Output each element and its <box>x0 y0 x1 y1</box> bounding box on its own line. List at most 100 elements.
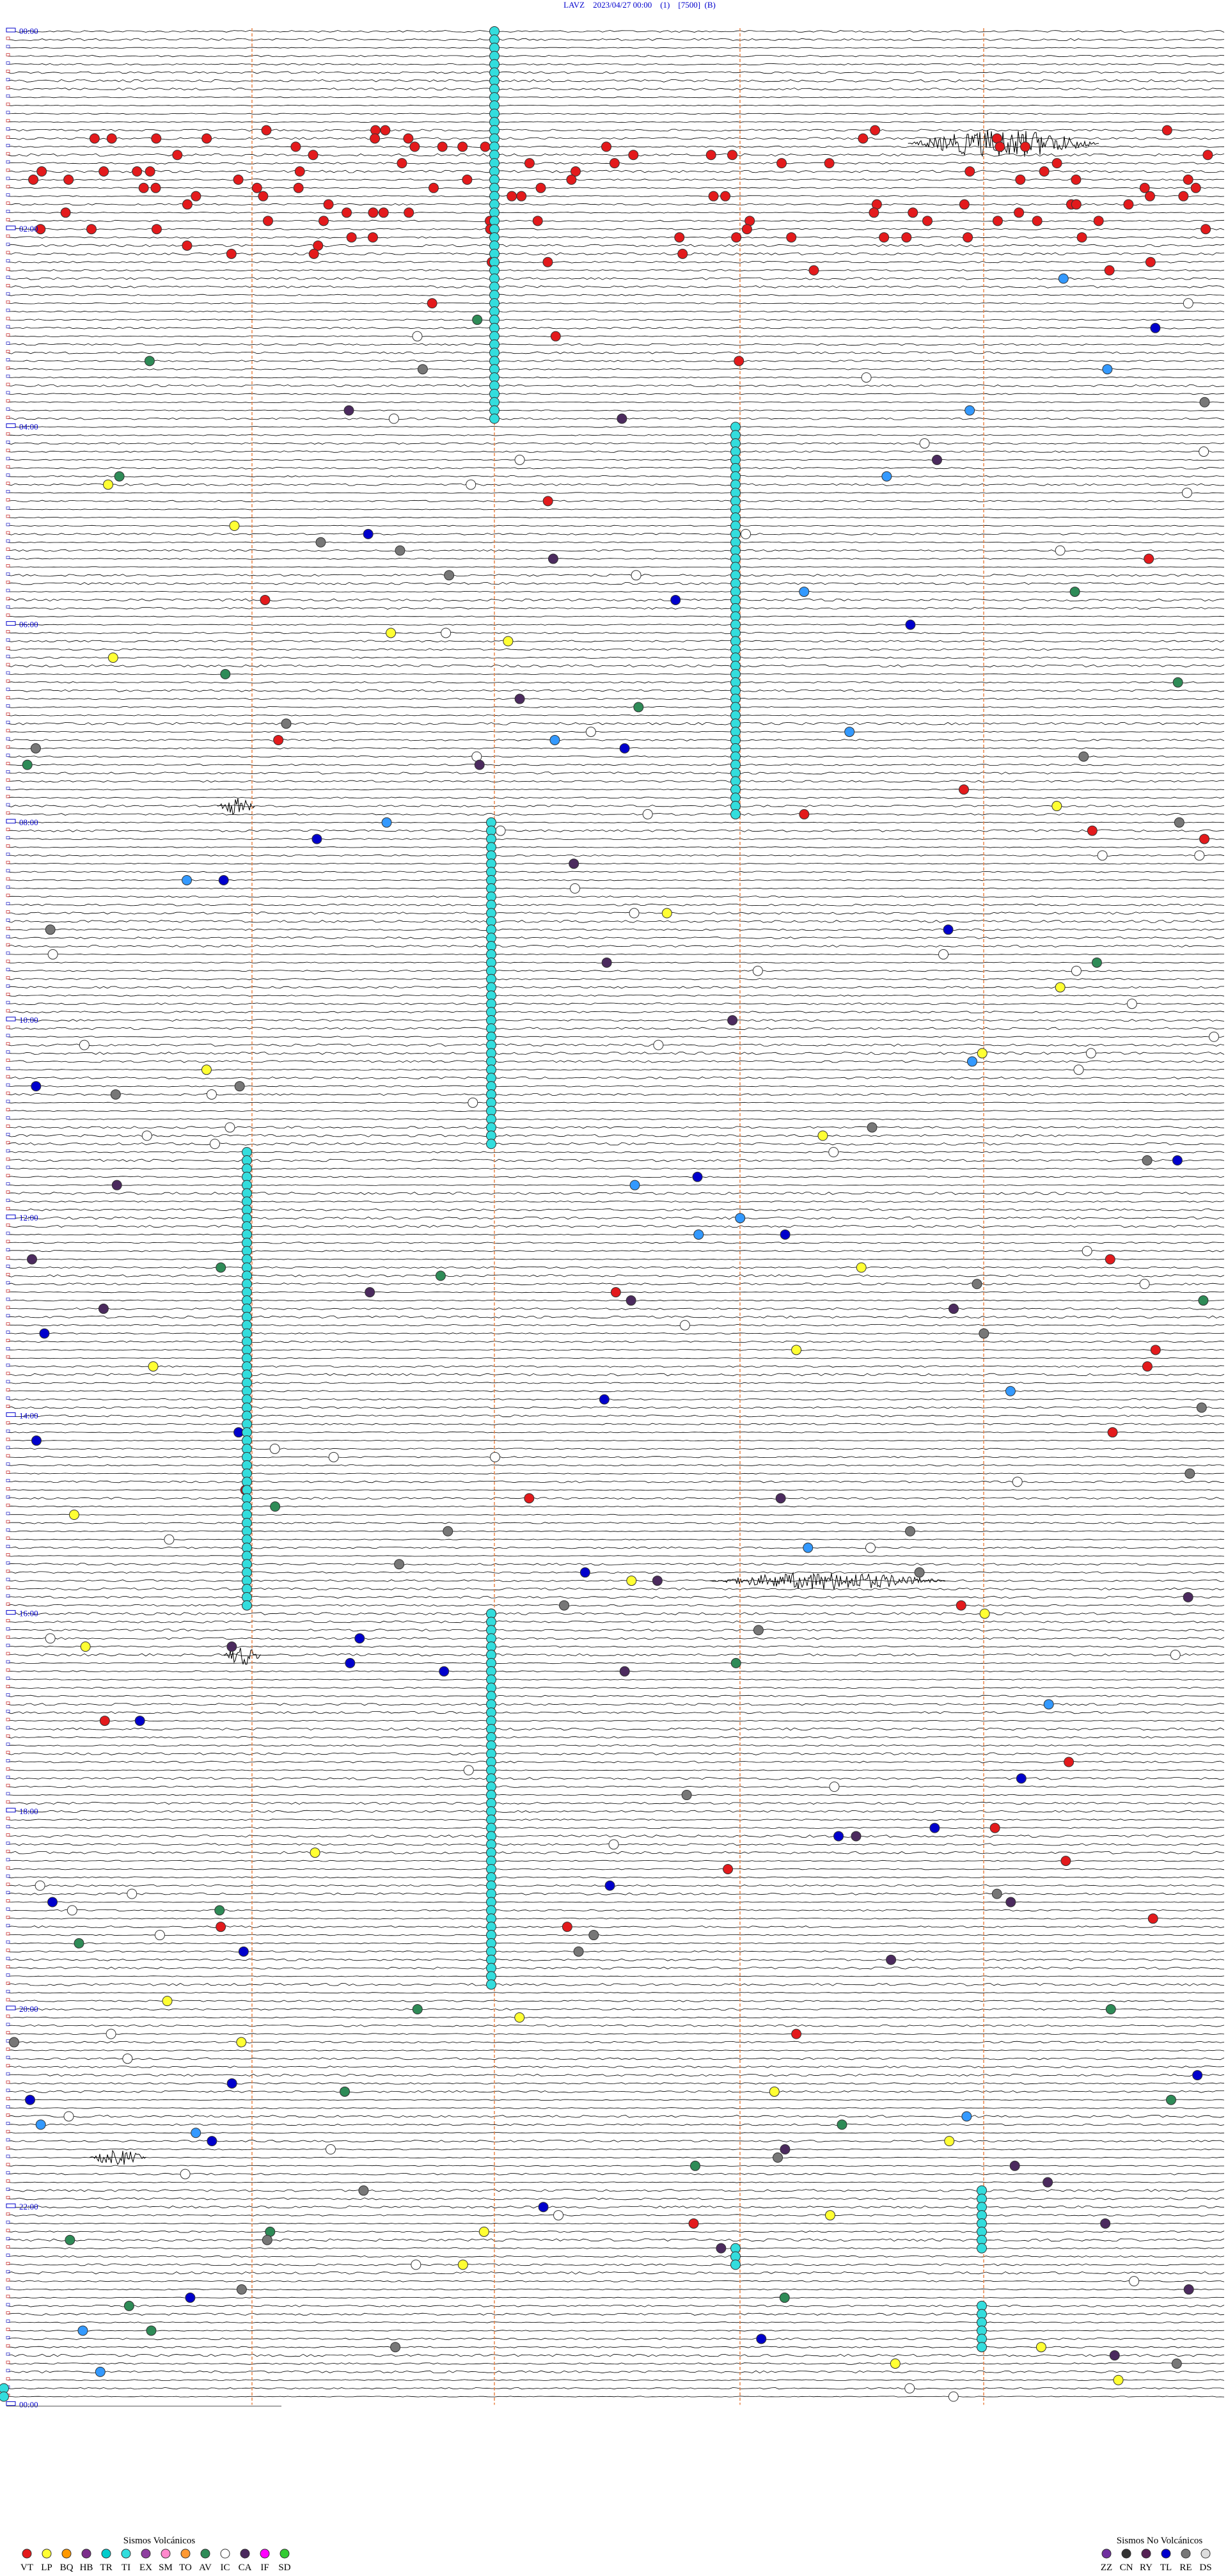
event <box>977 1048 988 1059</box>
event <box>28 174 39 185</box>
event <box>370 133 381 144</box>
trace <box>8 1126 1225 1129</box>
trace <box>7 1324 1225 1327</box>
trace <box>7 664 1225 668</box>
trace <box>7 648 1225 651</box>
trace-marker <box>6 2195 10 2199</box>
trace-marker <box>6 811 10 815</box>
trace <box>7 2115 1225 2118</box>
trace-marker <box>6 2064 10 2067</box>
trace-marker <box>6 1734 10 1738</box>
trace <box>7 509 1225 510</box>
event <box>856 1262 867 1273</box>
legend-code: HB <box>80 2563 93 2573</box>
trace-marker <box>6 1297 10 1301</box>
time-icon <box>6 1016 16 1022</box>
trace <box>7 2008 1225 2011</box>
trace-marker <box>6 1083 10 1087</box>
event <box>837 2119 847 2130</box>
event <box>358 2185 369 2196</box>
trace <box>7 1645 1225 1648</box>
trace-marker <box>6 720 10 724</box>
event <box>1192 2070 1203 2081</box>
trace <box>7 1373 1225 1377</box>
trace <box>7 2172 1225 2176</box>
event <box>929 1822 940 1833</box>
trace-marker <box>6 1775 10 1779</box>
trace <box>7 1695 1225 1698</box>
trace <box>7 1563 1225 1566</box>
trace <box>7 2214 1225 2216</box>
trace <box>7 1687 1224 1689</box>
legend-code: ZZ <box>1101 2563 1112 2573</box>
trace <box>7 771 1225 775</box>
event <box>626 1576 637 1586</box>
event <box>343 405 354 416</box>
time-icon <box>6 423 16 428</box>
event <box>995 141 1005 152</box>
trace <box>7 2107 1225 2110</box>
event <box>514 693 525 704</box>
trace <box>7 294 1225 296</box>
trace-marker <box>6 1660 10 1664</box>
trace <box>7 1868 1225 1870</box>
event <box>111 1180 122 1190</box>
trace <box>7 104 1225 107</box>
trace <box>8 1348 1225 1351</box>
event <box>740 528 751 539</box>
trace <box>7 368 1225 370</box>
trace-marker <box>6 1677 10 1680</box>
event <box>368 207 379 218</box>
event <box>134 1716 145 1727</box>
trace <box>7 1208 1225 1212</box>
legend-code: EX <box>139 2563 152 2573</box>
trace <box>7 1283 1225 1286</box>
time-icon <box>6 28 16 33</box>
trace <box>7 1679 1225 1680</box>
trace <box>7 302 1225 304</box>
event <box>1123 199 1134 210</box>
event <box>258 191 269 201</box>
event <box>979 1608 990 1619</box>
trace-marker <box>6 671 10 675</box>
trace <box>7 838 1225 841</box>
trace <box>7 1719 1225 1722</box>
trace <box>7 1200 1225 1203</box>
event <box>346 232 357 243</box>
trace <box>7 731 1225 733</box>
trace <box>7 450 1225 453</box>
trace <box>7 285 1225 288</box>
trace-marker <box>6 2311 10 2315</box>
trace-marker <box>6 1075 10 1079</box>
event <box>489 413 500 424</box>
event <box>532 216 543 226</box>
trace-marker <box>6 1405 10 1408</box>
legend-swatch <box>1141 2548 1151 2559</box>
event <box>1139 182 1150 193</box>
trace-marker <box>6 2121 10 2125</box>
event <box>443 1526 453 1537</box>
trace <box>7 1060 1225 1063</box>
event <box>435 1270 446 1281</box>
event <box>313 240 324 251</box>
trace <box>7 1473 1225 1474</box>
trace <box>7 2330 1225 2332</box>
trace-marker <box>6 210 10 213</box>
trace-marker <box>6 605 10 609</box>
trace <box>7 1398 1225 1401</box>
trace <box>7 1950 1225 1953</box>
trace-marker <box>6 300 10 304</box>
event <box>127 1888 138 1899</box>
event <box>191 2128 201 2138</box>
trace <box>7 2321 1225 2323</box>
trace-marker <box>6 1586 10 1590</box>
trace-marker <box>6 2146 10 2150</box>
trace-marker <box>6 2303 10 2307</box>
legend-swatch <box>61 2548 72 2559</box>
trace <box>7 525 1225 527</box>
trace-marker <box>6 2328 10 2331</box>
event <box>1183 1592 1193 1602</box>
legend-swatch <box>1200 2548 1211 2559</box>
trace-marker <box>6 283 10 287</box>
trace-marker <box>6 333 10 337</box>
